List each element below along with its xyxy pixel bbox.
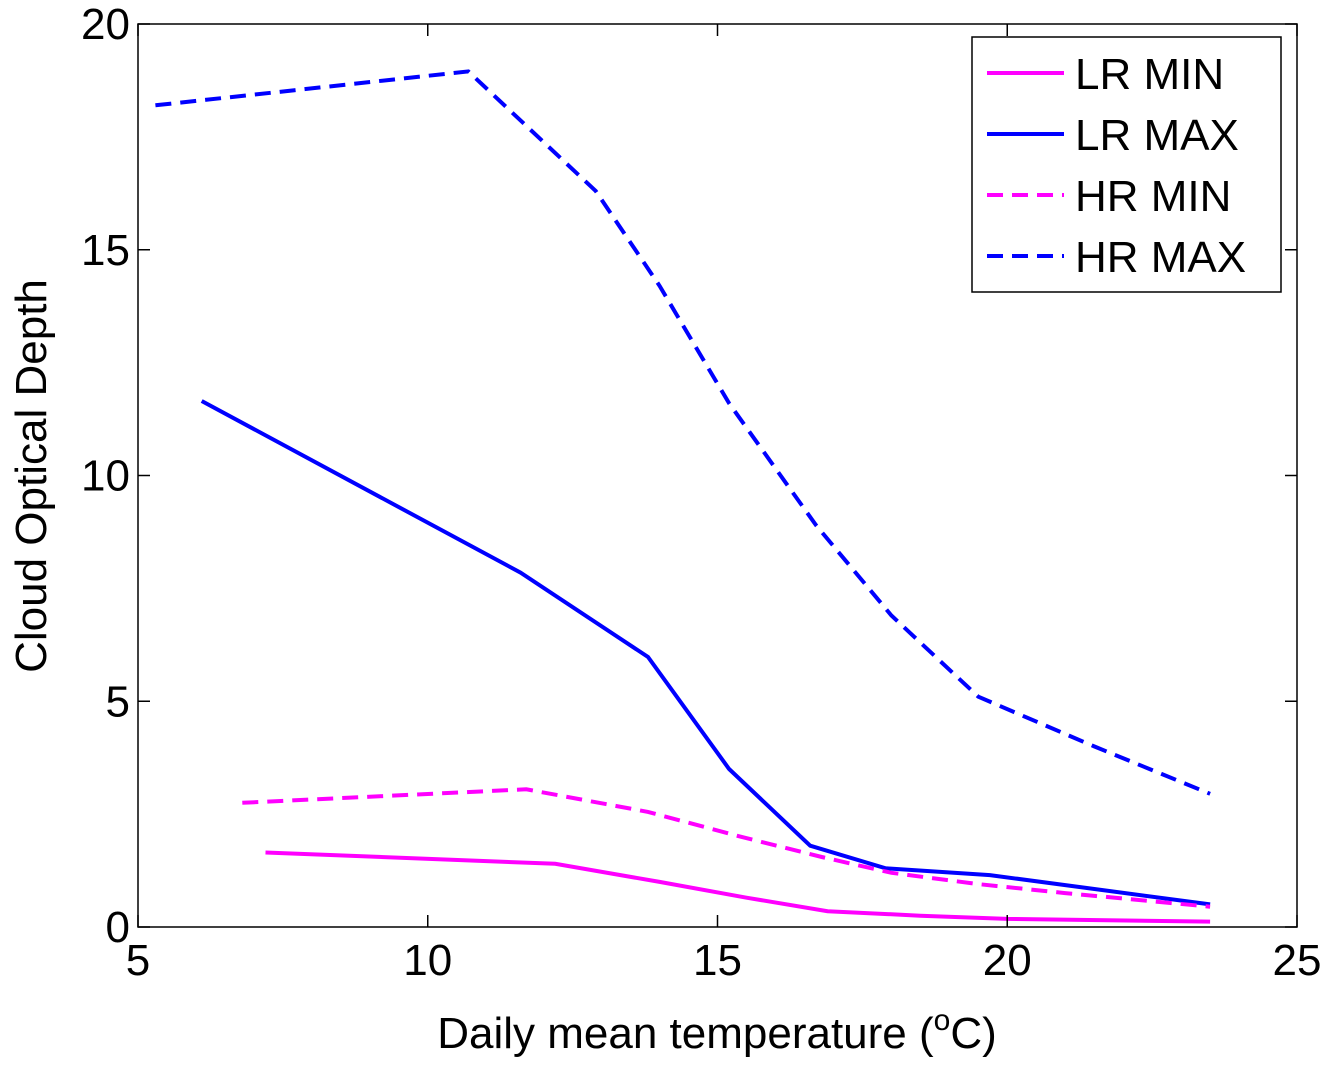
x-tick-label: 10 bbox=[403, 936, 452, 985]
series-line-hr-max bbox=[155, 69, 1211, 796]
x-tick-label: 25 bbox=[1273, 936, 1322, 985]
series-layer bbox=[155, 69, 1211, 924]
series-line-hr-min bbox=[242, 787, 1211, 909]
x-tick-label: 15 bbox=[693, 936, 742, 985]
legend: LR MIN LR MAX HR MIN HR MAX bbox=[971, 36, 1282, 293]
legend-label: LR MAX bbox=[1075, 111, 1239, 160]
y-axis-label: Cloud Optical Depth bbox=[7, 279, 56, 673]
legend-box bbox=[971, 36, 1282, 293]
x-tick-label: 5 bbox=[126, 936, 150, 985]
y-tick-label: 5 bbox=[106, 677, 130, 726]
x-axis-label: Daily mean temperature (oC) bbox=[437, 1004, 997, 1058]
legend-label: HR MIN bbox=[1075, 172, 1231, 221]
legend-label: LR MIN bbox=[1075, 50, 1224, 99]
x-axis-label-end: C) bbox=[950, 1009, 996, 1058]
series-line-lr-max bbox=[200, 399, 1211, 907]
y-tick-label: 0 bbox=[106, 903, 130, 952]
y-tick-label: 20 bbox=[81, 0, 130, 49]
series-line-lr-min bbox=[265, 850, 1211, 924]
x-axis-label-superscript: o bbox=[934, 1004, 951, 1037]
x-tick-label: 20 bbox=[983, 936, 1032, 985]
y-tick-label: 10 bbox=[81, 452, 130, 501]
y-tick-label: 15 bbox=[81, 226, 130, 275]
x-axis-label-main: Daily mean temperature ( bbox=[437, 1009, 934, 1058]
legend-label: HR MAX bbox=[1075, 233, 1246, 282]
